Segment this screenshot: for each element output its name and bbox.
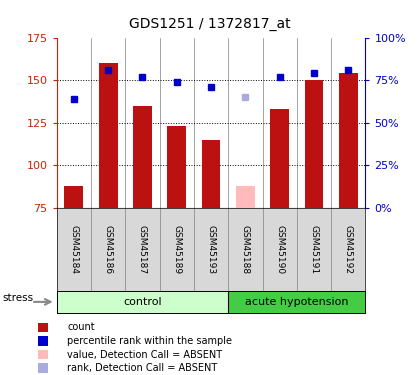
- Text: value, Detection Call = ABSENT: value, Detection Call = ABSENT: [67, 350, 222, 360]
- Text: GSM45190: GSM45190: [275, 225, 284, 274]
- Text: GSM45187: GSM45187: [138, 225, 147, 274]
- Text: rank, Detection Call = ABSENT: rank, Detection Call = ABSENT: [67, 363, 218, 373]
- Text: GDS1251 / 1372817_at: GDS1251 / 1372817_at: [129, 17, 291, 31]
- Bar: [64, 186, 83, 208]
- Text: GSM45188: GSM45188: [241, 225, 250, 274]
- Bar: [339, 74, 358, 208]
- Bar: [133, 106, 152, 208]
- Text: GSM45191: GSM45191: [310, 225, 318, 274]
- Text: stress: stress: [2, 293, 33, 303]
- Text: GSM45192: GSM45192: [344, 225, 353, 274]
- Bar: [99, 63, 118, 208]
- Text: percentile rank within the sample: percentile rank within the sample: [67, 336, 232, 346]
- Bar: [304, 80, 323, 208]
- Bar: [270, 109, 289, 208]
- Bar: [236, 186, 255, 208]
- Text: control: control: [123, 297, 162, 307]
- Bar: [167, 126, 186, 208]
- Text: count: count: [67, 322, 95, 332]
- Text: GSM45184: GSM45184: [69, 225, 79, 274]
- Bar: [57, 291, 228, 313]
- Text: GSM45193: GSM45193: [207, 225, 215, 274]
- Bar: [202, 140, 220, 208]
- Text: GSM45189: GSM45189: [172, 225, 181, 274]
- Text: GSM45186: GSM45186: [104, 225, 113, 274]
- Bar: [228, 291, 365, 313]
- Text: acute hypotension: acute hypotension: [245, 297, 349, 307]
